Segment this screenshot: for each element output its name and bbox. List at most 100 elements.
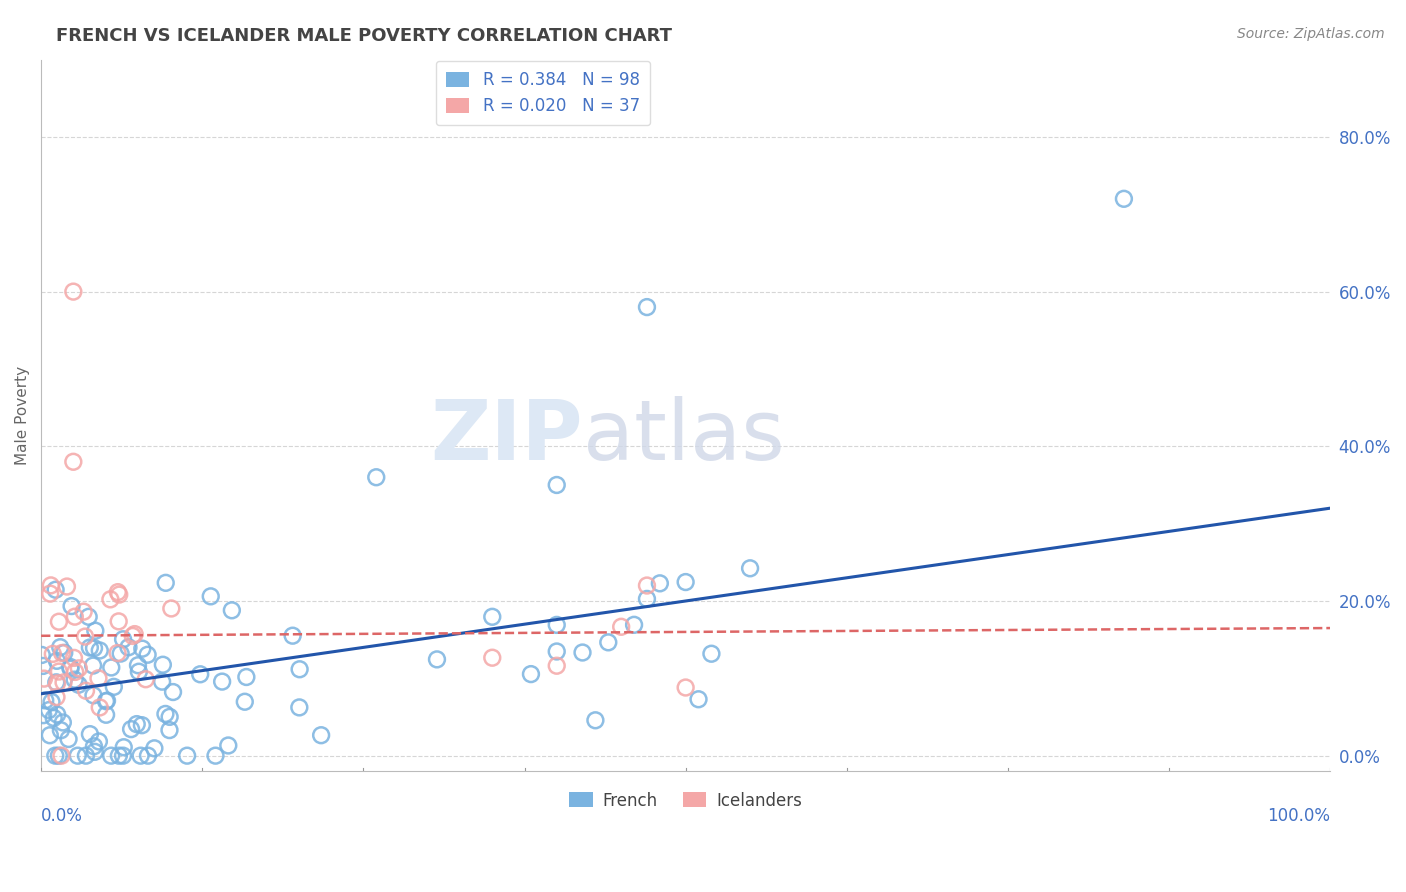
Point bbox=[546, 618, 568, 632]
Point bbox=[675, 575, 697, 590]
Point bbox=[42, 711, 65, 725]
Point bbox=[42, 647, 65, 661]
Point bbox=[176, 748, 198, 763]
Point bbox=[127, 658, 149, 673]
Text: Source: ZipAtlas.com: Source: ZipAtlas.com bbox=[1237, 27, 1385, 41]
Point bbox=[155, 575, 177, 590]
Point bbox=[288, 700, 311, 714]
Point bbox=[281, 629, 304, 643]
Point bbox=[610, 620, 633, 634]
Point bbox=[636, 591, 658, 606]
Point bbox=[155, 706, 177, 721]
Point bbox=[45, 690, 67, 704]
Point bbox=[52, 675, 75, 690]
Point bbox=[131, 718, 153, 732]
Point bbox=[48, 748, 70, 763]
Point bbox=[67, 661, 90, 675]
Point bbox=[200, 590, 222, 604]
Text: 0.0%: 0.0% bbox=[41, 806, 83, 825]
Point bbox=[44, 748, 66, 763]
Point bbox=[128, 665, 150, 679]
Point bbox=[46, 676, 69, 690]
Point bbox=[111, 748, 134, 763]
Point bbox=[94, 694, 117, 708]
Point bbox=[217, 739, 239, 753]
Point bbox=[73, 605, 96, 619]
Point bbox=[41, 695, 63, 709]
Point bbox=[117, 640, 139, 655]
Point bbox=[159, 723, 181, 737]
Point bbox=[233, 695, 256, 709]
Point bbox=[688, 692, 710, 706]
Point bbox=[75, 683, 97, 698]
Point bbox=[288, 662, 311, 676]
Point bbox=[546, 658, 568, 673]
Point bbox=[58, 731, 80, 746]
Text: ZIP: ZIP bbox=[430, 396, 582, 477]
Point bbox=[53, 646, 76, 660]
Point bbox=[56, 580, 79, 594]
Point bbox=[45, 582, 67, 597]
Point bbox=[108, 748, 131, 763]
Point bbox=[121, 629, 143, 643]
Point bbox=[51, 646, 73, 660]
Point bbox=[159, 710, 181, 724]
Point bbox=[598, 635, 620, 649]
Point bbox=[66, 748, 89, 763]
Point bbox=[700, 647, 723, 661]
Point bbox=[108, 588, 131, 602]
Point bbox=[83, 745, 105, 759]
Point bbox=[1112, 192, 1135, 206]
Point bbox=[143, 741, 166, 756]
Point bbox=[100, 660, 122, 674]
Point bbox=[481, 650, 503, 665]
Point bbox=[82, 689, 104, 703]
Point bbox=[67, 678, 90, 692]
Point bbox=[38, 703, 60, 717]
Point bbox=[62, 285, 84, 299]
Point bbox=[120, 722, 142, 736]
Point bbox=[112, 740, 135, 755]
Point bbox=[103, 680, 125, 694]
Point bbox=[62, 455, 84, 469]
Point bbox=[520, 667, 543, 681]
Point bbox=[583, 713, 606, 727]
Point bbox=[131, 641, 153, 656]
Point bbox=[136, 648, 159, 662]
Point bbox=[32, 659, 55, 673]
Point bbox=[87, 734, 110, 748]
Point bbox=[63, 665, 86, 679]
Point bbox=[96, 694, 118, 708]
Point bbox=[75, 748, 97, 763]
Y-axis label: Male Poverty: Male Poverty bbox=[15, 366, 30, 465]
Point bbox=[46, 707, 69, 722]
Point bbox=[636, 300, 658, 314]
Point bbox=[160, 601, 183, 615]
Point bbox=[89, 700, 111, 714]
Point bbox=[211, 674, 233, 689]
Point bbox=[235, 670, 257, 684]
Point bbox=[648, 576, 671, 591]
Point bbox=[48, 665, 70, 679]
Point bbox=[79, 727, 101, 741]
Point bbox=[38, 728, 60, 742]
Point bbox=[45, 654, 67, 668]
Point bbox=[124, 627, 146, 641]
Point bbox=[675, 681, 697, 695]
Point bbox=[60, 599, 83, 613]
Point bbox=[63, 673, 86, 687]
Point bbox=[39, 587, 62, 601]
Point bbox=[79, 640, 101, 655]
Point bbox=[34, 693, 56, 707]
Point bbox=[83, 739, 105, 754]
Point bbox=[48, 615, 70, 629]
Point bbox=[84, 624, 107, 638]
Point bbox=[63, 609, 86, 624]
Text: FRENCH VS ICELANDER MALE POVERTY CORRELATION CHART: FRENCH VS ICELANDER MALE POVERTY CORRELA… bbox=[56, 27, 672, 45]
Point bbox=[309, 728, 332, 742]
Point bbox=[107, 615, 129, 629]
Point bbox=[52, 715, 75, 730]
Point bbox=[481, 609, 503, 624]
Point bbox=[135, 672, 157, 686]
Point bbox=[94, 707, 117, 722]
